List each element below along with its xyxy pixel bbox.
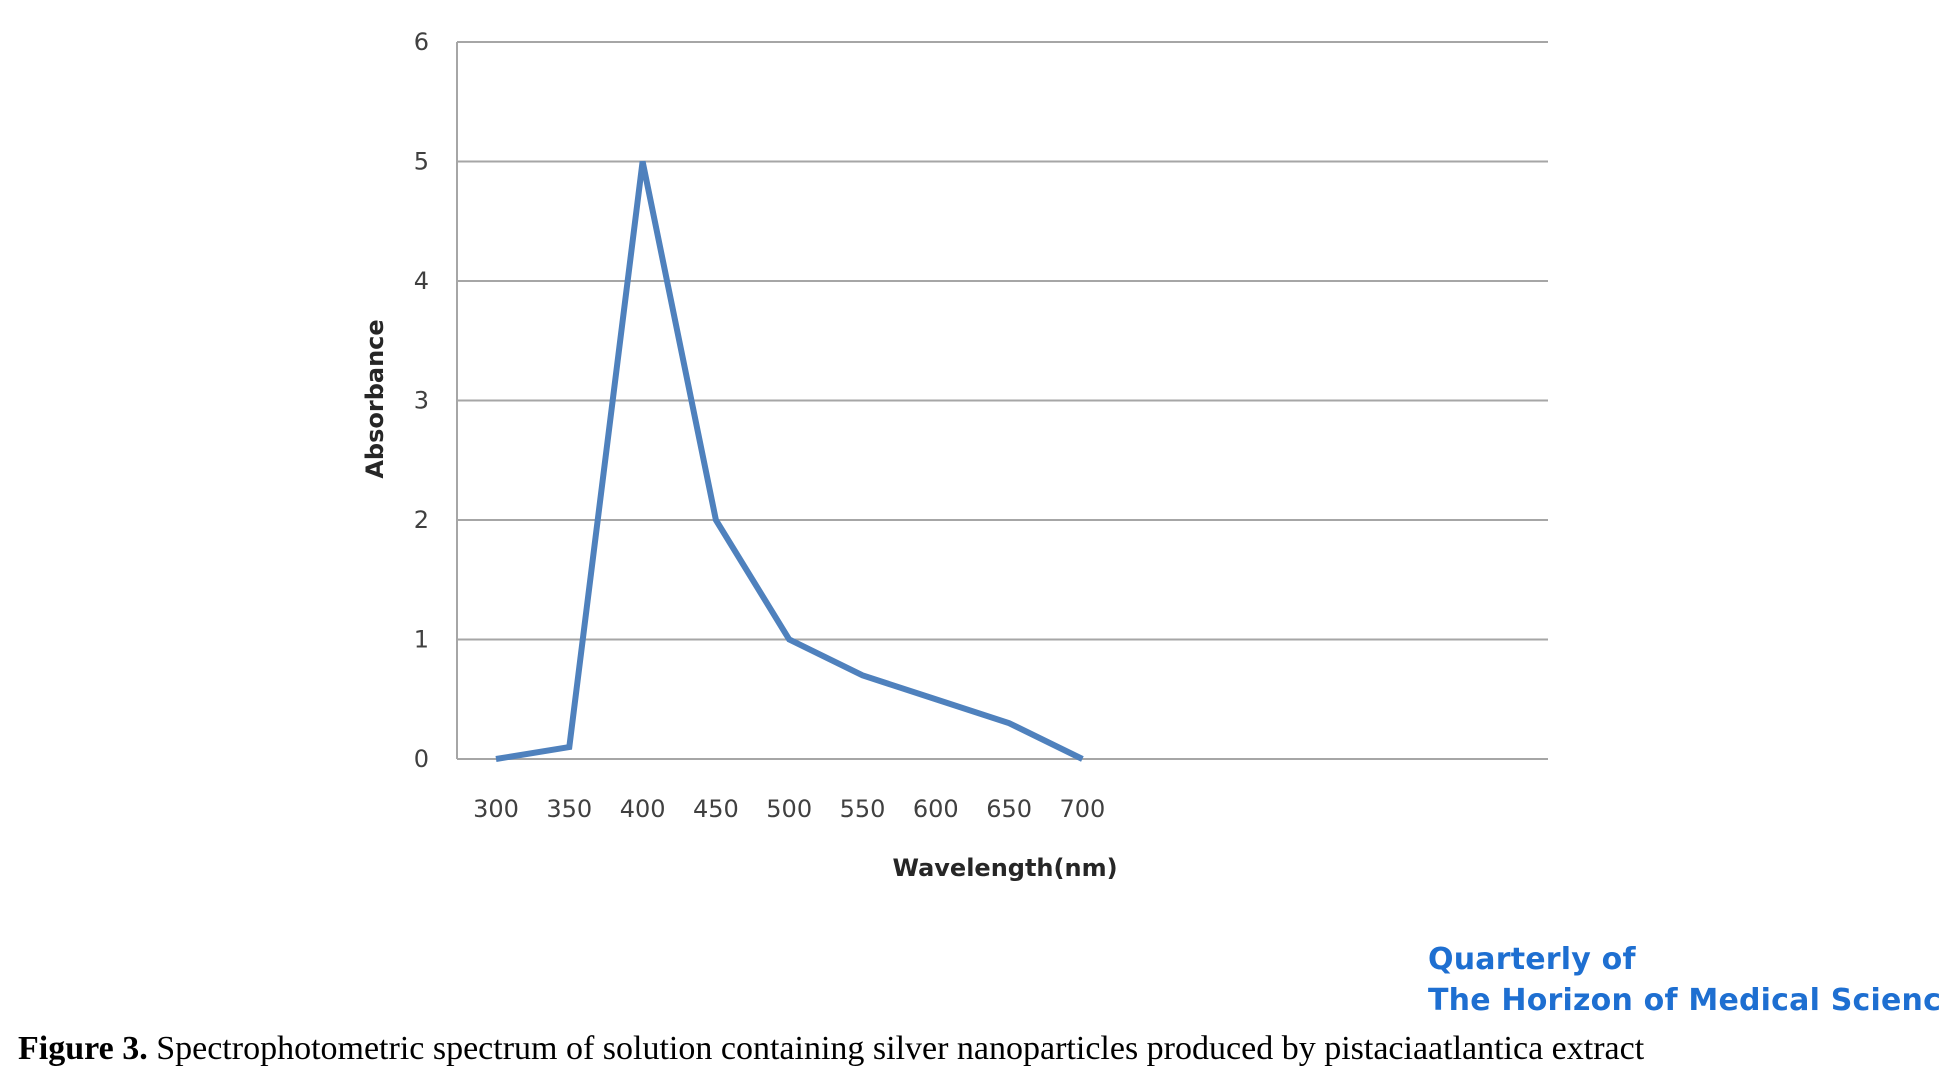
figure-caption-label: Figure 3. <box>18 1030 148 1067</box>
x-tick-label: 600 <box>913 795 959 823</box>
y-tick-label: 4 <box>414 267 429 295</box>
x-tick-label: 400 <box>620 795 666 823</box>
y-tick-label: 2 <box>414 506 429 534</box>
x-tick-label: 300 <box>473 795 519 823</box>
x-tick-label: 500 <box>766 795 812 823</box>
y-tick-label: 1 <box>414 626 429 654</box>
x-tick-label: 700 <box>1059 795 1105 823</box>
y-tick-label: 3 <box>414 387 429 415</box>
y-tick-label: 5 <box>414 148 429 176</box>
x-tick-labels: 300 350 400 450 500 550 600 650 700 <box>473 795 1105 823</box>
figure-caption: Figure 3. Spectrophotometric spectrum of… <box>18 1030 1644 1068</box>
series-line-0 <box>495 160 1084 762</box>
x-tick-label: 550 <box>840 795 886 823</box>
x-tick-label: 350 <box>546 795 592 823</box>
x-axis-title: Wavelength(nm) <box>892 854 1117 882</box>
figure-caption-text: Spectrophotometric spectrum of solution … <box>147 1030 1645 1067</box>
journal-watermark-line2: The Horizon of Medical Sciences <box>1428 983 1939 1018</box>
y-tick-label: 0 <box>414 745 429 773</box>
x-tick-label: 450 <box>693 795 739 823</box>
series-lines <box>495 160 1084 762</box>
y-tick-labels: 0 1 2 3 4 5 6 <box>414 28 429 773</box>
y-tick-label: 6 <box>414 28 429 56</box>
y-axis-title: Absorbance <box>361 319 389 478</box>
x-tick-label: 650 <box>986 795 1032 823</box>
gridlines <box>457 41 1548 760</box>
journal-watermark-line1: Quarterly of <box>1428 942 1636 977</box>
